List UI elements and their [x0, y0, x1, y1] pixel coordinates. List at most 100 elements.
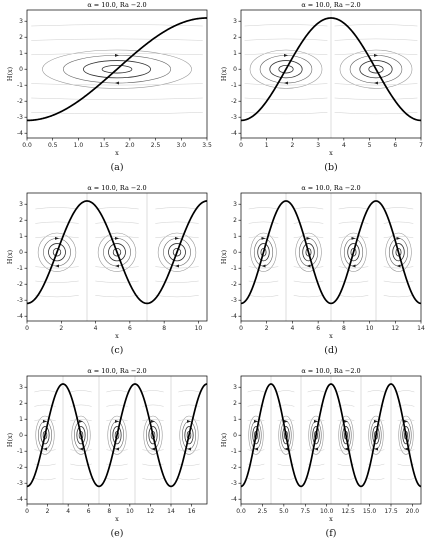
faint-streamline	[31, 24, 203, 27]
x-tick-label: 0	[25, 325, 29, 332]
chart-svg-f: 0.0 2.5 5.0 7.5 10.0 12.5 15.0 17.5 20.0 -4 -3 -2 -1…	[220, 367, 422, 539]
faint-streamline	[338, 236, 369, 239]
flow-arrow	[115, 236, 119, 240]
faint-streamline	[337, 390, 355, 393]
faint-streamline	[142, 419, 164, 422]
plot-area	[27, 193, 207, 321]
panel-caption: (f)	[326, 528, 337, 539]
y-tick-label: 3	[233, 201, 237, 208]
faint-streamline	[106, 478, 128, 481]
y-tick-label: -3	[17, 114, 23, 121]
flow-arrow	[344, 419, 348, 423]
panel-caption: (e)	[110, 528, 123, 539]
x-tick-label: 10	[126, 508, 134, 515]
y-tick-label: 2	[19, 400, 23, 407]
faint-streamline	[397, 478, 415, 481]
streamline-cell	[293, 207, 324, 298]
x-tick-label: 0	[25, 508, 29, 515]
faint-streamline	[70, 404, 92, 407]
streamline-loop	[385, 232, 412, 272]
streamline-loop	[312, 426, 320, 445]
faint-streamline	[155, 221, 199, 224]
flow-arrow	[79, 447, 83, 451]
faint-streamline	[247, 404, 265, 407]
x-tick-label: 12	[391, 325, 399, 332]
faint-streamline	[334, 97, 418, 100]
faint-streamline	[35, 236, 79, 239]
streamline-loop	[40, 426, 50, 445]
flow-arrow	[351, 264, 356, 268]
streamline-loop	[347, 243, 360, 262]
x-tick-label: 10	[366, 325, 374, 332]
streamline-cell	[247, 390, 265, 481]
faint-streamline	[337, 478, 355, 481]
faint-streamline	[178, 390, 200, 393]
y-tick-label: 2	[19, 34, 23, 41]
faint-streamline	[248, 295, 279, 298]
x-tick-label: 6	[316, 325, 320, 332]
y-tick-label: 1	[233, 50, 237, 57]
streamline-loop	[350, 247, 357, 257]
streamline-cell	[338, 207, 369, 298]
panel-a: 0.0 0.5 1.0 1.5 2.0 2.5 3.0 3.5 -4 -3 -2 -1 0 1 2 3 α = …	[0, 0, 214, 183]
y-tick-label: -1	[17, 82, 23, 89]
faint-streamline	[307, 478, 325, 481]
faint-streamline	[338, 221, 369, 224]
streamline-cell	[277, 390, 295, 481]
faint-streamline	[397, 404, 415, 407]
y-tick-label: -3	[17, 297, 23, 304]
y-tick-label: -1	[231, 448, 237, 455]
chart-svg-c: 0 2 4 6 8 10 -4 -3 -2 -1 0 1 2 3 α = 10.0, Ra −2.0 x H(x…	[6, 184, 208, 356]
faint-streamline	[35, 280, 79, 283]
faint-streamline	[383, 295, 414, 298]
x-tick-label: 17.5	[384, 508, 398, 515]
y-tick-label: 0	[19, 66, 23, 73]
faint-streamline	[70, 419, 92, 422]
streamline-cell	[248, 207, 279, 298]
flow-arrow	[187, 419, 191, 423]
streamline-loop	[395, 247, 402, 257]
faint-streamline	[334, 53, 418, 56]
y-tick-label: -3	[231, 480, 237, 487]
flow-arrow	[374, 447, 378, 451]
flow-arrow	[374, 81, 378, 85]
streamline-cell	[244, 24, 328, 115]
faint-streamline	[142, 404, 164, 407]
faint-streamline	[277, 419, 295, 422]
x-tick-label: 0.0	[22, 142, 32, 149]
faint-streamline	[307, 419, 325, 422]
faint-streamline	[35, 266, 79, 269]
faint-streamline	[277, 463, 295, 466]
faint-streamline	[334, 112, 418, 115]
faint-streamline	[34, 478, 56, 481]
flow-arrow	[115, 264, 119, 268]
faint-streamline	[397, 419, 415, 422]
y-tick-label: -4	[17, 496, 23, 503]
interface-curve	[27, 200, 207, 305]
x-tick-label: 4	[94, 325, 98, 332]
x-axis-label: x	[329, 332, 333, 340]
x-axis-label: x	[329, 515, 333, 523]
y-tick-label: -4	[231, 313, 237, 320]
y-tick-label: 2	[19, 217, 23, 224]
faint-streamline	[248, 207, 279, 210]
panel-title: α = 10.0, Ra −2.0	[87, 184, 146, 192]
streamline-loop	[112, 426, 122, 445]
faint-streamline	[277, 390, 295, 393]
faint-streamline	[277, 449, 295, 452]
y-tick-label: 0	[233, 66, 237, 73]
flow-arrow	[396, 264, 401, 268]
x-tick-label: 2	[46, 508, 50, 515]
y-tick-label: 2	[233, 400, 237, 407]
faint-streamline	[397, 449, 415, 452]
chart-svg-b: 0 1 2 3 4 5 6 7 -4 -3 -2 -1 0 1 2 3 α = 10.0, Ra −2.0 x H(…	[220, 1, 423, 173]
x-tick-label: 1.5	[99, 142, 109, 149]
faint-streamline	[178, 478, 200, 481]
streamline-loop	[269, 60, 303, 79]
panel-title: α = 10.0, Ra −2.0	[301, 367, 360, 375]
flow-arrow	[396, 236, 401, 240]
faint-streamline	[34, 419, 56, 422]
panel-c: 0 2 4 6 8 10 -4 -3 -2 -1 0 1 2 3 α = 10.0, Ra −2.0 x H(x…	[0, 183, 214, 366]
faint-streamline	[293, 207, 324, 210]
